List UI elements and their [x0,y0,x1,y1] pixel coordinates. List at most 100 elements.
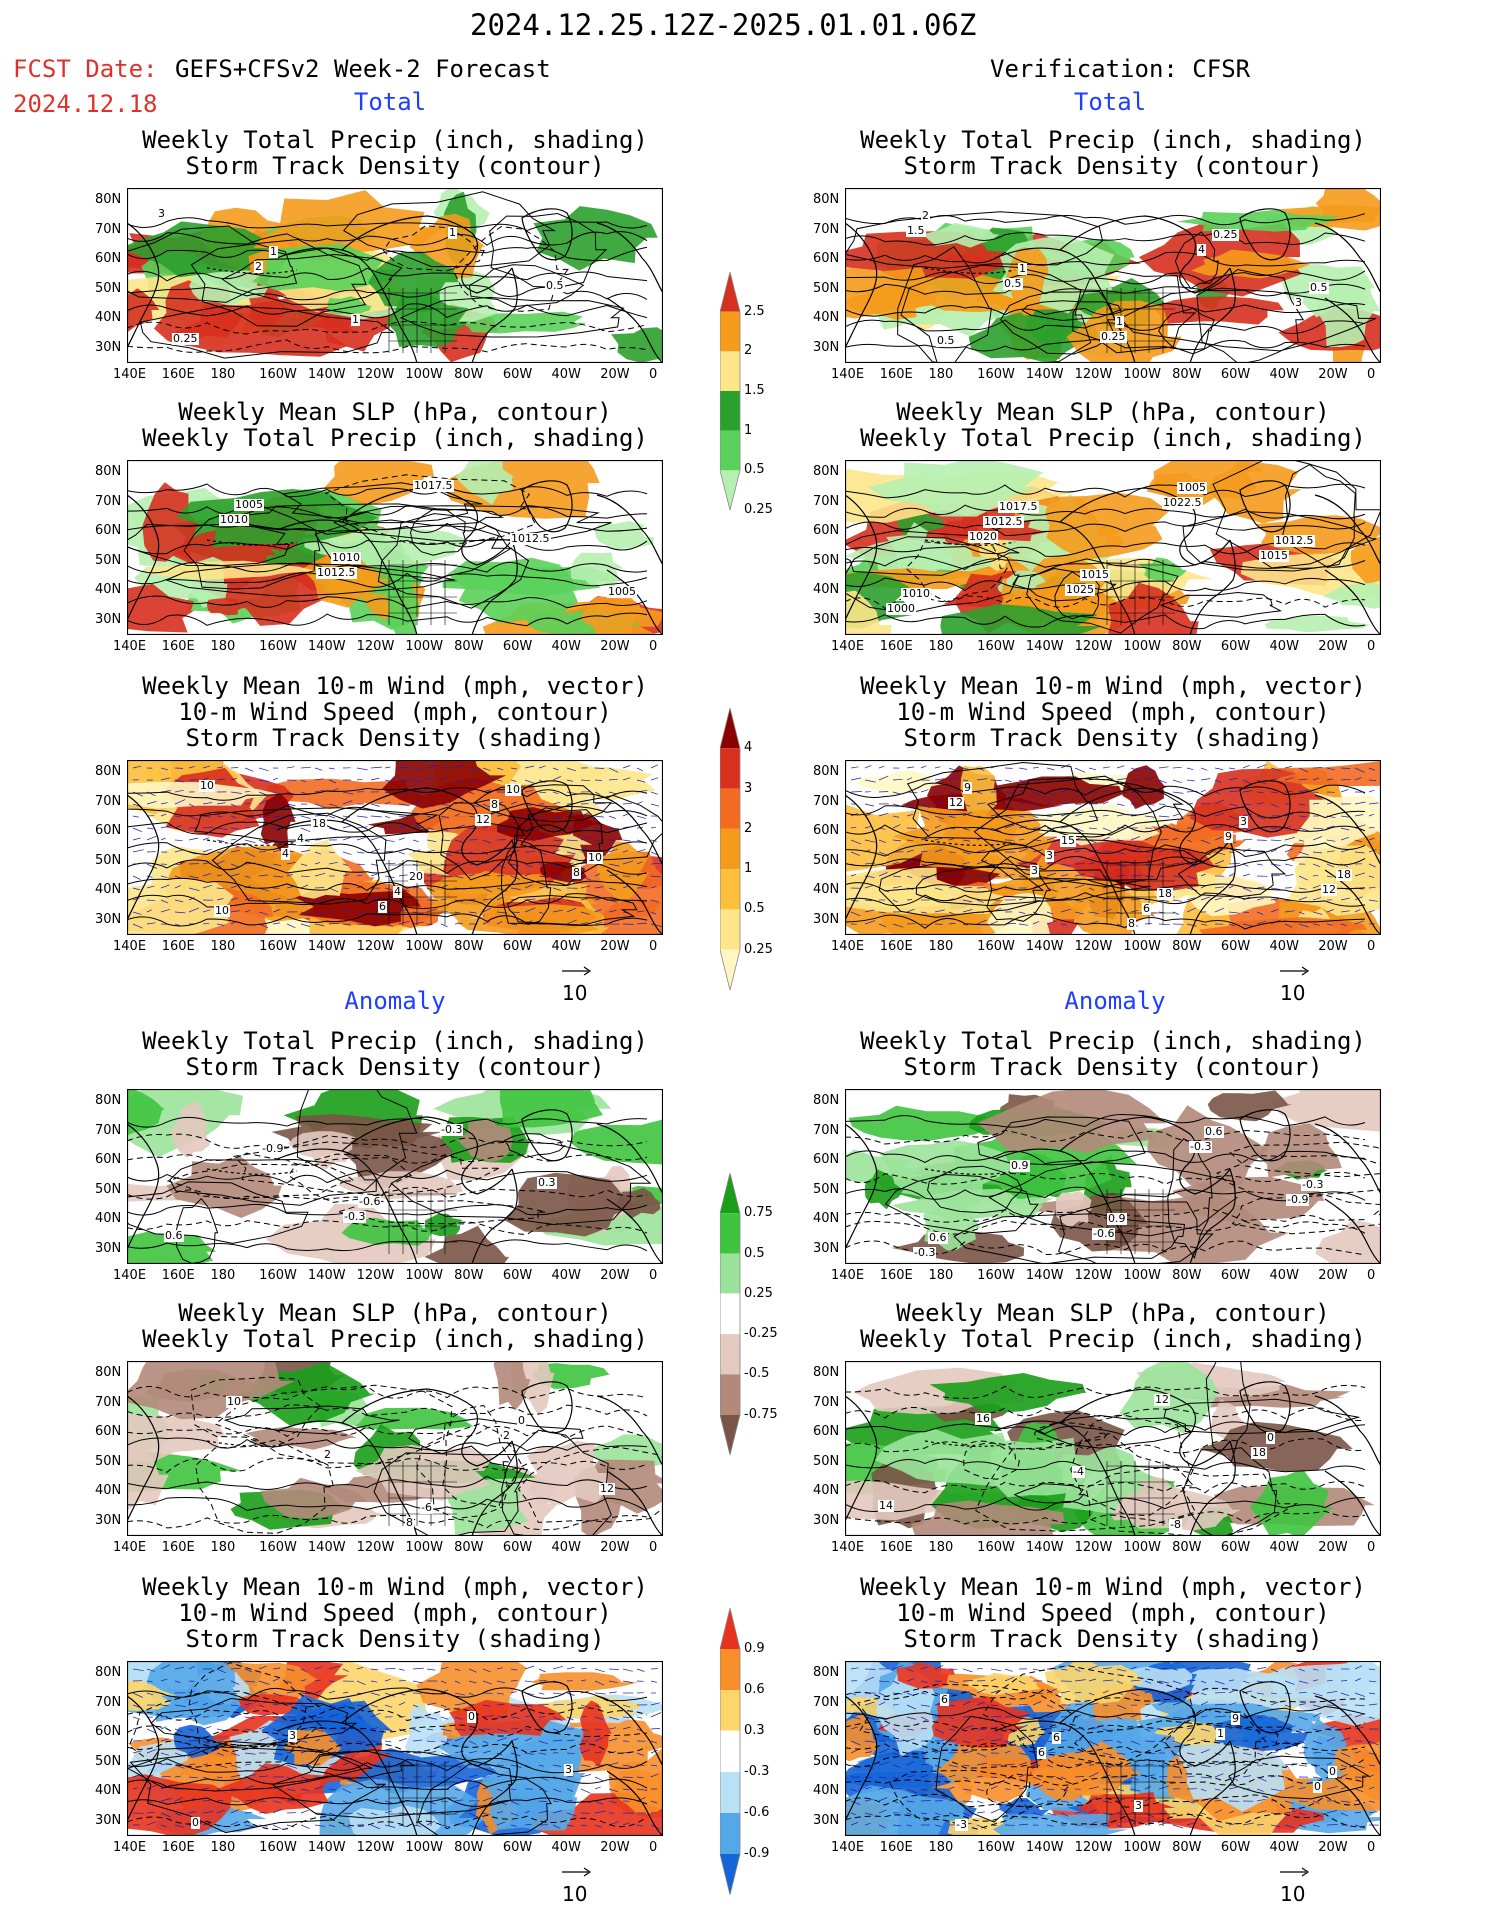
p9-lon-tick: 160E [161,1540,195,1555]
vector-reference-value: 10 [562,1882,588,1906]
date-range-title: 2024.12.25.12Z-2025.01.01.06Z [470,8,977,42]
p12-lon-tick: 160W [977,1840,1015,1855]
p7-lon-tick: 180 [210,1268,236,1283]
vector-reference-value: 10 [562,981,588,1005]
p12-contour-label: 0 [1328,1765,1337,1778]
p10-title-line-2: Weekly Total Precip (inch, shading) [860,1325,1366,1353]
colorbar-storm_total-wrap [719,707,742,994]
coastline [126,1381,664,1537]
p6-title-line-2: 10-m Wind Speed (mph, contour) [896,698,1330,726]
p12-lon-tick: 100W [1123,1840,1162,1855]
p12-lon-tick: 40W [1269,1840,1299,1855]
p10-lon-tick: 140W [1025,1540,1064,1555]
p5-contour-label: 10 [505,783,521,796]
p6-lon-tick: 180 [928,939,954,954]
p4-contour-label: 1010 [901,587,931,600]
colorbar-label: 0.3 [744,1723,765,1738]
p9-lat-tick: 60N [95,1424,122,1439]
p2-lon-tick: 20W [1318,367,1348,382]
p7-lon-tick: 120W [356,1268,395,1283]
p3-lon-tick: 160E [161,639,195,654]
p8-contour-label: -0.3 [1189,1140,1213,1153]
p2-title-line-2: Storm Track Density (contour) [903,152,1323,180]
p1-map-svg [73,186,689,364]
fcst-date-value: 2024.12.18 [13,90,158,118]
colorbar-label: 0.75 [744,1205,773,1221]
p3-lon-tick: 140W [307,639,346,654]
p9-map [43,1337,695,1547]
p6-vector-reference: 10 [1280,957,1310,1005]
p10-lat-tick: 50N [813,1453,840,1469]
p2-contour-label: 0.25 [1100,330,1127,343]
p3-title-line-1: Weekly Mean SLP (hPa, contour) [178,398,612,426]
p8-contour-label: 0.9 [1107,1212,1127,1225]
p11-lon-tick: 40W [551,1840,581,1855]
p12-lon-tick: 20W [1318,1840,1348,1855]
p7-contour-label: -0.6 [358,1195,382,1208]
p10-contour-label: 14 [878,1499,894,1512]
p5-lon-tick: 140E [113,939,147,954]
colorbar-label: 0.25 [744,502,773,517]
p1-contour-label: 1 [448,226,457,239]
p12-title-line-2: 10-m Wind Speed (mph, contour) [896,1599,1330,1627]
p10-title-line-1: Weekly Mean SLP (hPa, contour) [896,1299,1330,1327]
p11-lon-tick: 180 [210,1840,236,1855]
p12-contour-label: 6 [1052,1731,1061,1744]
p2-lon-tick: 140W [1025,367,1064,382]
p2-contour-label: 3 [1294,296,1303,309]
p1-title-line-1: Weekly Total Precip (inch, shading) [142,126,648,154]
p12-lon-tick: 180 [928,1840,954,1855]
p2-contour-label: 1 [1018,262,1027,275]
p4-title-line-1: Weekly Mean SLP (hPa, contour) [896,398,1330,426]
p2-lat-tick: 80N [813,192,840,207]
p12-lon-tick: 140W [1025,1840,1064,1855]
p3-lat-tick: 40N [95,582,122,597]
p6-contour-label: 12 [1321,883,1337,896]
p1-lon-tick: 60W [502,367,533,382]
p7-lat-tick: 50N [95,1181,122,1197]
p8-lon-tick: 100W [1123,1268,1162,1283]
p3-lat-tick: 60N [95,523,122,538]
section-total-left: Total [353,88,427,116]
p8-lon-tick: 120W [1074,1268,1113,1283]
p12-lon-tick: 80W [1172,1840,1202,1855]
p5-lon-tick: 20W [600,939,630,954]
colorbar-precip_anom-wrap [719,1172,742,1459]
arrow-icon [562,966,592,976]
colorbar-label: 2.5 [744,303,765,319]
p5-contour-label: 20 [408,870,424,883]
p4-contour-label: 1025 [1065,583,1095,596]
p5-lon-tick: 160W [259,939,297,954]
p1-lon-tick: 120W [356,367,395,382]
p8-lon-tick: 160W [977,1268,1015,1283]
p11-contour-label: 3 [564,1763,573,1776]
colorbar-label: 2 [744,820,753,836]
p3-lon-tick: 180 [210,639,236,654]
p4-lon-tick: 120W [1074,639,1113,654]
p8-contour-label: -0.3 [1301,1178,1325,1191]
p9-contour-label: -6 [420,1501,433,1514]
p5-lon-tick: 120W [356,939,395,954]
p9-contour-label: 10 [226,1395,242,1408]
p3-lon-tick: 120W [356,639,395,654]
p12-lat-tick: 60N [813,1724,840,1739]
section-anomaly-left: Anomaly [344,987,446,1015]
p8-lon-tick: 80W [1172,1268,1202,1283]
p9-lon-tick: 60W [502,1540,533,1555]
p8-lat-tick: 80N [813,1093,840,1108]
p4-lat-tick: 80N [813,464,840,479]
colorbar-label: -0.6 [744,1805,770,1820]
p6-lon-tick: 60W [1220,939,1251,954]
p4-lat-tick: 70N [813,493,840,509]
p4-lon-tick: 20W [1318,639,1348,654]
p8-lon-tick: 0 [1367,1268,1376,1283]
wind-vectors [132,1664,662,1830]
p11-lon-tick: 140E [113,1840,147,1855]
p3-lat-tick: 70N [95,493,122,509]
p5-contour-label: 4 [393,885,402,898]
p4-contour-label: 1022.5 [1162,496,1203,509]
p6-lon-tick: 140W [1025,939,1064,954]
section-anomaly-right: Anomaly [1064,987,1166,1015]
p8-lon-tick: 180 [928,1268,954,1283]
p11-title-line-1: Weekly Mean 10-m Wind (mph, vector) [142,1573,648,1601]
